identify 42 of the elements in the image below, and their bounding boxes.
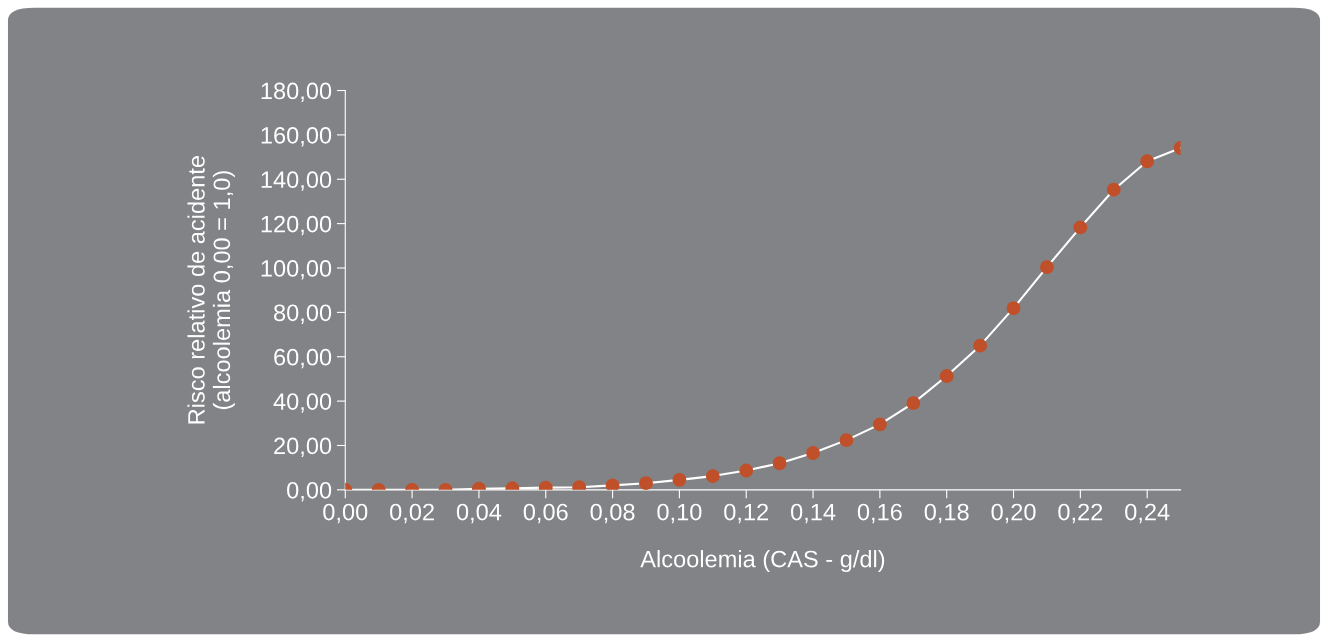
- x-tick-label: 0,22: [1058, 503, 1103, 524]
- x-axis-title: Alcoolemia (CAS - g/dl): [640, 550, 885, 573]
- point: [605, 478, 620, 490]
- y-axis-title: Risco relativo de acidente (alcoolemia 0,00 = 1,0): [187, 156, 235, 424]
- x-tick-label: 0,14: [791, 503, 836, 524]
- point: [705, 469, 720, 484]
- x-tick-label: 0,06: [523, 503, 568, 524]
- x-tick-label: 0,12: [724, 503, 769, 524]
- y-tick-label: 80,00: [274, 304, 332, 324]
- point: [1039, 260, 1054, 275]
- y-tick-label: 140,00: [261, 171, 332, 191]
- y-tick-label: 100,00: [261, 260, 332, 280]
- x-tick-label: 0,20: [991, 503, 1036, 524]
- y-tick-label: 60,00: [274, 348, 332, 369]
- y-tick-label: 120,00: [261, 215, 332, 236]
- x-tick-label: 0,16: [857, 503, 902, 524]
- point: [1106, 182, 1121, 197]
- point: [1073, 220, 1088, 235]
- x-tick-label: 0,10: [657, 503, 702, 524]
- point: [1140, 154, 1155, 169]
- y-tick-label: 0,00: [287, 481, 332, 502]
- x-tick-label: 0,00: [323, 503, 368, 524]
- x-tick-label: 0,04: [456, 503, 502, 524]
- y-tick-label: 20,00: [274, 437, 332, 458]
- y-tick-label: 40,00: [273, 393, 332, 413]
- x-tick-label: 0,18: [924, 503, 969, 524]
- point: [739, 463, 754, 478]
- point: [939, 369, 954, 383]
- point: [639, 476, 653, 490]
- y-tick-label: 180,00: [261, 82, 332, 103]
- point: [806, 446, 820, 460]
- point: [839, 433, 854, 448]
- point: [772, 456, 787, 471]
- y-tick-label: 160,00: [261, 126, 332, 147]
- x-tick-label: 0,02: [390, 503, 434, 524]
- point: [973, 338, 988, 353]
- point: [672, 472, 687, 487]
- point: [872, 417, 887, 432]
- x-tick-label: 0,08: [590, 503, 635, 524]
- x-tick-label: 0,24: [1125, 503, 1170, 524]
- point: [1006, 301, 1021, 316]
- point: [906, 396, 921, 411]
